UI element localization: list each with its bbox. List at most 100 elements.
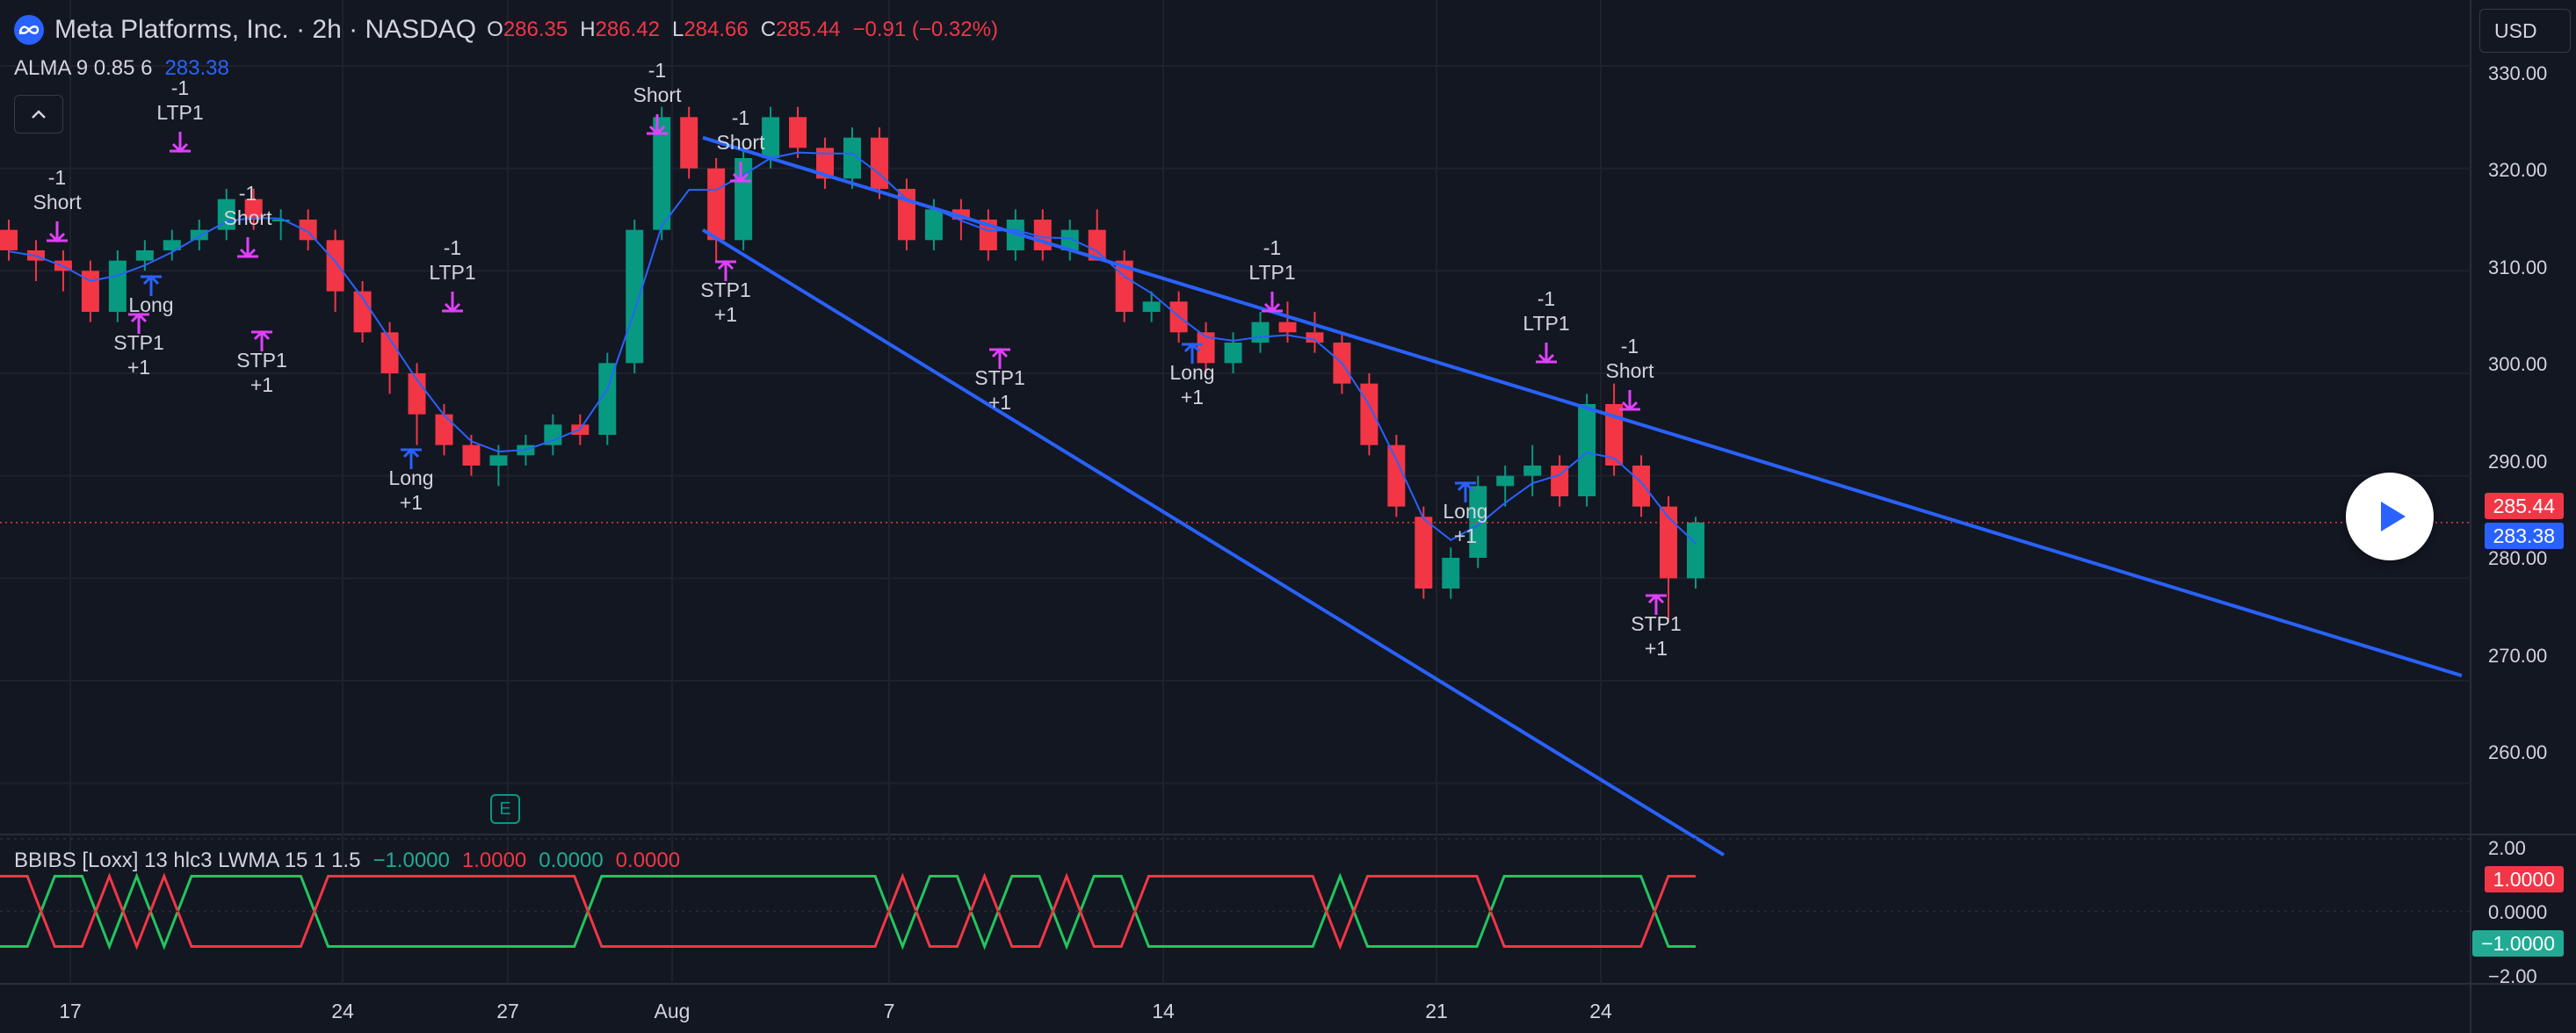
play-button[interactable] xyxy=(2346,473,2434,560)
signal-arrow-up-icon xyxy=(989,347,1010,369)
candle-body xyxy=(190,229,208,241)
signal-marker: Long+1 xyxy=(1443,480,1488,547)
symbol-title[interactable]: Meta Platforms, Inc. · 2h · NASDAQ xyxy=(54,15,477,44)
osc-red-tag: 1.0000 xyxy=(2484,866,2564,892)
price-tick: 300.00 xyxy=(2488,353,2548,375)
currency-button[interactable]: USD xyxy=(2479,9,2571,53)
bbibs-value-1: −1.0000 xyxy=(373,849,450,872)
signal-arrow-down-icon xyxy=(647,114,668,136)
candle-body xyxy=(380,332,399,373)
candle-body xyxy=(462,444,481,466)
trendline xyxy=(701,228,1726,857)
candle-body xyxy=(1387,444,1406,507)
collapse-legend-button[interactable] xyxy=(14,95,63,134)
candle-body xyxy=(952,209,970,220)
signal-label: +1 xyxy=(127,356,150,379)
candle-body xyxy=(816,148,835,179)
candle-body xyxy=(843,137,861,179)
time-tick: 24 xyxy=(1589,1000,1612,1022)
price-tick: 270.00 xyxy=(2488,645,2548,667)
signal-label: +1 xyxy=(988,391,1011,414)
open-value: 286.35 xyxy=(503,18,568,41)
candle-body xyxy=(1496,475,1515,487)
signal-arrow-down-icon xyxy=(170,132,191,154)
chart-header: Meta Platforms, Inc. · 2h · NASDAQ O286.… xyxy=(14,12,998,47)
candle-body xyxy=(135,250,154,261)
time-tick: 24 xyxy=(331,1000,354,1022)
candle-body xyxy=(81,271,99,312)
alma-value: 283.38 xyxy=(164,56,229,80)
candle-body xyxy=(1197,332,1215,364)
signal-label: -1 xyxy=(48,166,66,189)
change-value: −0.91 (−0.32%) xyxy=(852,18,998,41)
signal-label: +1 xyxy=(1645,637,1668,660)
candle-body xyxy=(353,291,372,333)
candle-body xyxy=(1060,229,1079,250)
candle-body xyxy=(924,209,943,241)
signal-arrow-up-icon xyxy=(715,259,736,281)
signal-arrow-up-icon xyxy=(141,274,162,296)
candle-body xyxy=(544,424,562,445)
candle-body xyxy=(271,220,290,221)
signal-marker: STP1+1 xyxy=(236,329,287,396)
bbibs-legend[interactable]: BBIBS [Loxx] 13 hlc3 LWMA 15 1 1.5 −1.00… xyxy=(14,849,680,873)
price-tick: 280.00 xyxy=(2488,547,2548,569)
signal-label: -1 xyxy=(648,59,666,82)
candle-body xyxy=(1687,522,1704,579)
time-tick: 14 xyxy=(1152,1000,1175,1022)
close-value: 285.44 xyxy=(776,18,841,41)
signal-marker: STP1+1 xyxy=(113,312,164,379)
signal-arrow-up-icon xyxy=(401,447,422,469)
osc-green-tag: −1.0000 xyxy=(2472,930,2564,957)
signal-arrow-up-icon xyxy=(1646,593,1667,615)
candle-body xyxy=(217,199,235,230)
signal-label: Long xyxy=(128,293,173,316)
alma-line xyxy=(8,151,1697,545)
signal-label: STP1 xyxy=(236,349,287,372)
signal-marker: Long+1 xyxy=(1169,342,1215,408)
candle-body xyxy=(1660,506,1678,579)
signal-label: +1 xyxy=(1181,386,1204,408)
close-label: C xyxy=(760,18,777,41)
signal-label: -1 xyxy=(1263,236,1281,259)
candle-body xyxy=(1578,404,1596,496)
candle-body xyxy=(1442,558,1460,589)
osc-green-line xyxy=(0,872,1696,950)
signal-label: STP1 xyxy=(113,331,164,354)
osc-tick: 0.0000 xyxy=(2488,901,2548,923)
signal-arrow-up-icon xyxy=(251,329,272,351)
signal-arrow-down-icon xyxy=(237,237,258,259)
signal-label: STP1 xyxy=(700,278,751,301)
signal-label: +1 xyxy=(714,303,737,326)
price-tick: 260.00 xyxy=(2488,741,2548,763)
signal-arrow-down-icon xyxy=(47,221,68,243)
signal-label: +1 xyxy=(1454,524,1477,547)
low-value: 284.66 xyxy=(684,18,749,41)
low-label: L xyxy=(671,18,684,41)
time-tick: 7 xyxy=(883,1000,895,1022)
alma-legend[interactable]: ALMA 9 0.85 6 283.38 xyxy=(14,56,229,81)
price-tick: 330.00 xyxy=(2488,62,2548,84)
signal-label: -1 xyxy=(1538,287,1555,310)
signal-label: LTP1 xyxy=(1248,261,1295,284)
signal-arrow-down-icon xyxy=(1536,343,1557,365)
candle-body xyxy=(1469,486,1487,558)
chevron-up-icon xyxy=(32,110,46,119)
price-tick: 310.00 xyxy=(2488,256,2548,278)
candle-body xyxy=(680,117,698,169)
signal-label: -1 xyxy=(171,76,189,99)
earnings-event-badge[interactable]: E xyxy=(490,794,520,824)
bbibs-value-4: 0.0000 xyxy=(615,849,681,872)
signal-label: Long xyxy=(1443,500,1487,523)
meta-logo-icon xyxy=(14,15,44,45)
signal-label: Short xyxy=(1606,359,1655,382)
signal-label: Short xyxy=(33,191,83,213)
candle-body xyxy=(1360,383,1378,445)
signal-marker: Long xyxy=(128,274,174,316)
